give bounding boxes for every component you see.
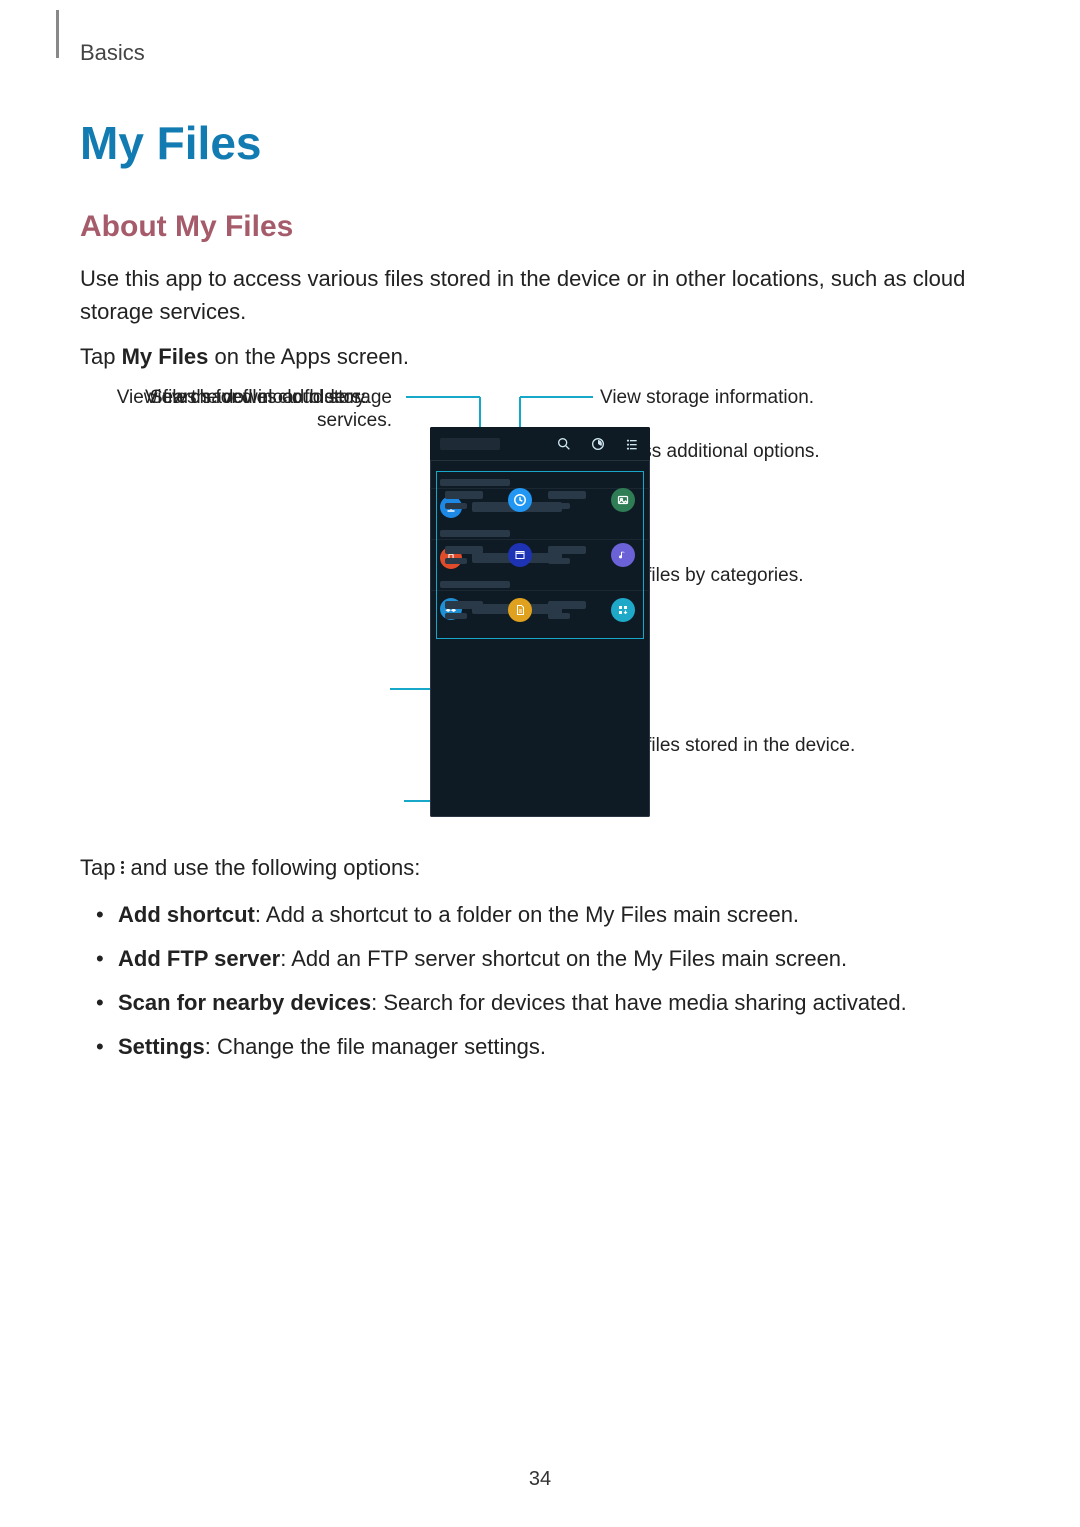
app-title-ghost: [440, 438, 500, 450]
callout-cloud-line1: View files saved in cloud storage: [117, 387, 392, 408]
option-text: : Add an FTP server shortcut on the My F…: [280, 946, 847, 971]
cat-images[interactable]: [540, 472, 643, 527]
doc-icon: [508, 598, 532, 622]
cat-downloads[interactable]: [540, 583, 643, 638]
callout-cloud-storage: View files saved in cloud storage servic…: [92, 387, 392, 433]
callout-storage-info: View storage information.: [600, 387, 814, 410]
option-bold: Add shortcut: [118, 902, 255, 927]
cat-videos[interactable]: [437, 527, 540, 582]
option-bold: Add FTP server: [118, 946, 280, 971]
cat-recent[interactable]: [437, 472, 540, 527]
option-item: Scan for nearby devices: Search for devi…: [92, 986, 1000, 1020]
tap-prefix: Tap: [80, 344, 122, 369]
option-text: : Change the file manager settings.: [205, 1034, 546, 1059]
tap-bold: My Files: [122, 344, 209, 369]
grid-icon: [611, 598, 635, 622]
option-item: Add FTP server: Add an FTP server shortc…: [92, 942, 1000, 976]
page-number: 34: [0, 1468, 1080, 1491]
option-bold: Settings: [118, 1034, 205, 1059]
image-icon: [611, 488, 635, 512]
search-icon[interactable]: [556, 436, 572, 452]
tap-options-prefix: Tap: [80, 851, 115, 884]
tap-options-line: Tap and use the following options:: [80, 851, 1000, 884]
options-list: Add shortcut: Add a shortcut to a folder…: [80, 898, 1000, 1064]
intro-paragraph: Use this app to access various files sto…: [80, 262, 1000, 328]
callout-cloud-line2: services.: [317, 410, 392, 431]
option-bold: Scan for nearby devices: [118, 990, 371, 1015]
side-rule: [56, 10, 59, 58]
phone-header: [430, 427, 650, 461]
option-text: : Add a shortcut to a folder on the My F…: [255, 902, 799, 927]
film-icon: [508, 543, 532, 567]
tap-suffix: on the Apps screen.: [208, 344, 409, 369]
tap-options-suffix: and use the following options:: [130, 851, 420, 884]
page-title: My Files: [80, 116, 1000, 170]
cat-documents[interactable]: [437, 583, 540, 638]
option-text: : Search for devices that have media sha…: [371, 990, 907, 1015]
cat-audio[interactable]: [540, 527, 643, 582]
clock-icon: [508, 488, 532, 512]
breadcrumb: Basics: [80, 40, 1000, 66]
option-item: Settings: Change the file manager settin…: [92, 1030, 1000, 1064]
more-icon[interactable]: [624, 436, 640, 452]
note-icon: [611, 543, 635, 567]
phone-mockup: [430, 427, 650, 817]
annotated-screenshot: Search for files or folders. View the do…: [80, 387, 1000, 827]
categories-box[interactable]: [436, 471, 644, 639]
vertical-dots-icon: [121, 861, 124, 874]
option-item: Add shortcut: Add a shortcut to a folder…: [92, 898, 1000, 932]
section-title: About My Files: [80, 210, 1000, 244]
storage-icon[interactable]: [590, 436, 606, 452]
tap-instruction: Tap My Files on the Apps screen.: [80, 340, 1000, 373]
